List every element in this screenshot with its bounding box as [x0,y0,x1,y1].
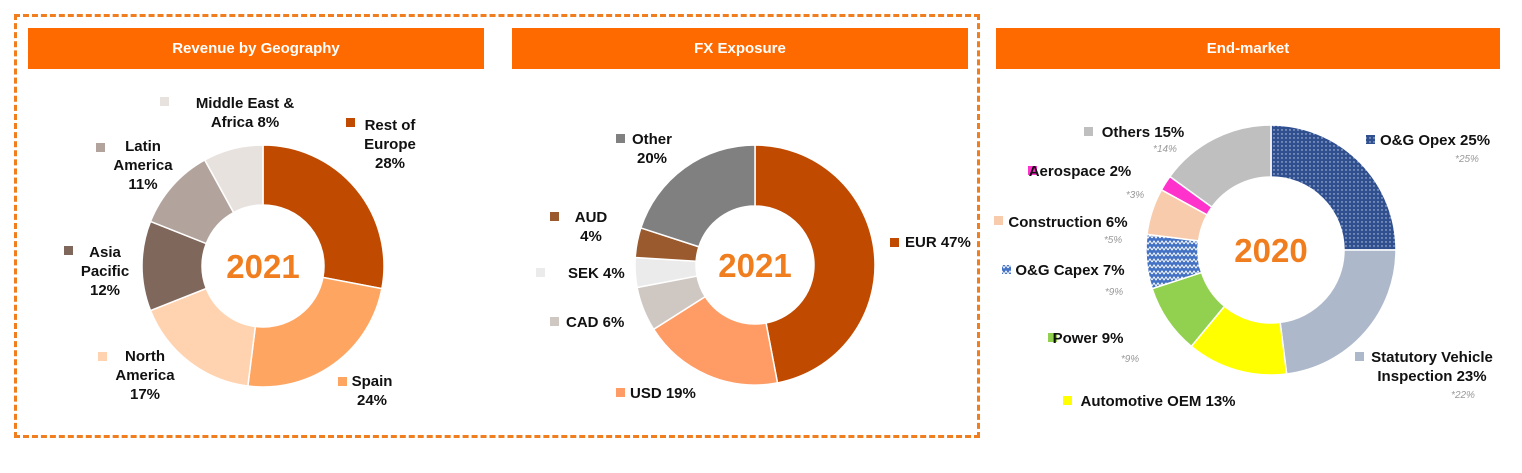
swatch-others [1084,127,1093,136]
prior-value-power: *9% [1121,354,1139,365]
header-fx-exposure: FX Exposure [512,28,968,69]
label-middle-east-and-africa: Middle East & Africa 8% [196,95,295,131]
prior-value-construction: *5% [1104,235,1122,246]
center-year-label: 2021 [718,247,791,284]
swatch-aud [550,212,559,221]
label-other: Other 20% [632,131,672,167]
slice-statutory-vehicle-inspection [1279,249,1397,375]
prior-value-others: *14% [1153,144,1177,155]
swatch-eur [890,238,899,247]
label-others: Others 15% [1102,124,1185,141]
swatch-other [616,134,625,143]
label-sek: SEK 4% [568,265,625,282]
header-revenue-by-geography: Revenue by Geography [28,28,484,69]
swatch-middle-east-and-africa [160,97,169,106]
label-statutory-vehicle-inspection: Statutory Vehicle Inspection 23% [1371,349,1493,385]
slice-others [1168,124,1272,209]
swatch-asia-pacific [64,246,73,255]
prior-value-oandg-opex: *25% [1455,154,1479,165]
swatch-power [1048,333,1057,342]
label-eur: EUR 47% [905,234,971,251]
swatch-spain [338,377,347,386]
label-cad: CAD 6% [566,314,624,331]
label-aerospace: Aerospace 2% [1029,163,1132,180]
slice-eur [754,144,876,384]
label-asia-pacific: Asia Pacific 12% [81,244,129,299]
label-automotive-oem: Automotive OEM 13% [1080,393,1235,410]
slice-rest-of-europe [262,144,385,290]
label-construction: Construction 6% [1008,214,1127,231]
swatch-oandg-opex [1366,135,1375,144]
swatch-latin-america [96,143,105,152]
donut-end-market: O&G Opex 25% *25% Statutory Vehicle Inspect… [994,124,1493,410]
swatch-cad [550,317,559,326]
swatch-aerospace [1028,166,1037,175]
slice-spain [246,276,383,388]
label-usd: USD 19% [630,385,696,402]
header-end-market: End-market [996,28,1500,69]
swatch-automotive-oem [1063,396,1072,405]
swatch-rest-of-europe [346,118,355,127]
label-oandg-opex: O&G Opex 25% [1380,132,1490,149]
label-rest-of-europe: Rest of Europe 28% [364,117,416,172]
label-spain: Spain 24% [352,373,393,409]
label-latin-america: Latin America 11% [113,138,173,193]
prior-value-oandg-capex: *9% [1105,287,1123,298]
swatch-oandg-capex [1002,265,1011,274]
center-year-label: 2021 [226,248,299,285]
slice-oandg-opex [1270,124,1397,251]
prior-value-statutory-vehicle-inspection: *22% [1451,390,1475,401]
slice-middle-east-and-africa [203,144,264,214]
donut-fx-exposure: EUR 47% USD 19% CAD 6% SEK 4% AUD 4% Other 20% 2… [536,131,971,402]
slice-other [639,144,756,248]
label-aud: AUD 4% [575,209,608,245]
label-power: Power 9% [1053,330,1124,347]
swatch-north-america [98,352,107,361]
label-north-america: North America 17% [115,348,175,403]
swatch-statutory-vehicle-inspection [1355,352,1364,361]
donut-revenue-by-geography: Rest of Europe 28% Spain 24% North America 17% A… [64,95,416,409]
center-year-label: 2020 [1234,232,1307,269]
label-oandg-capex: O&G Capex 7% [1015,262,1124,279]
swatch-usd [616,388,625,397]
prior-value-aerospace: *3% [1126,190,1144,201]
swatch-sek [536,268,545,277]
highlight-dashed-frame [14,14,980,438]
swatch-construction [994,216,1003,225]
